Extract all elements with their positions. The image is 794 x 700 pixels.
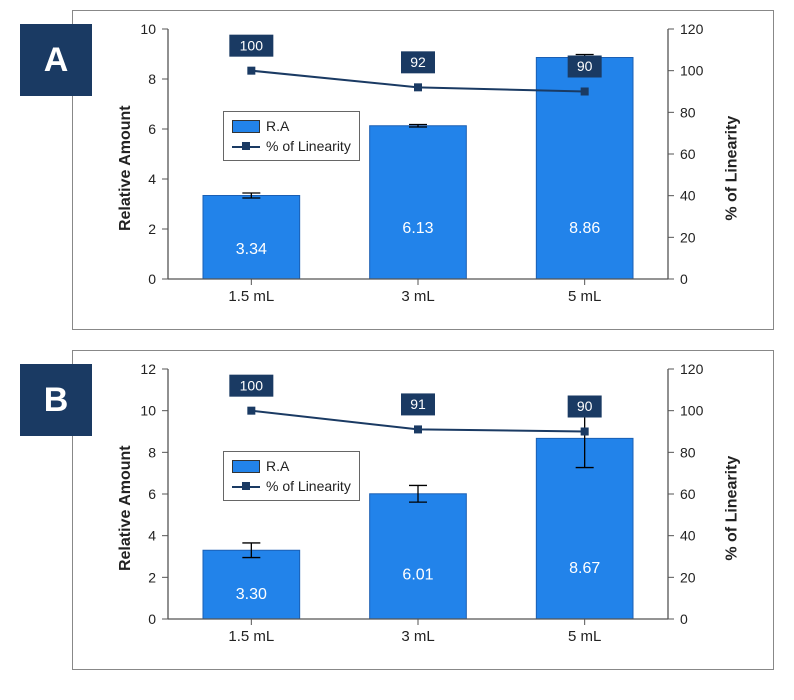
legend-swatch-bar xyxy=(232,120,260,133)
category-label: 5 mL xyxy=(568,628,601,645)
svg-text:92: 92 xyxy=(410,54,426,70)
svg-text:8: 8 xyxy=(148,71,156,87)
svg-text:100: 100 xyxy=(680,63,704,79)
svg-text:90: 90 xyxy=(577,398,593,414)
panel-badge: A xyxy=(20,24,92,96)
bar-value-label: 6.13 xyxy=(402,220,433,237)
svg-text:0: 0 xyxy=(148,611,156,627)
svg-text:91: 91 xyxy=(410,396,426,412)
bar xyxy=(203,196,300,280)
svg-text:120: 120 xyxy=(680,21,704,37)
bar xyxy=(370,126,467,279)
line-marker xyxy=(581,428,589,436)
y-left-label: Relative Amount xyxy=(117,105,135,231)
svg-text:40: 40 xyxy=(680,528,696,544)
bar-value-label: 8.67 xyxy=(569,560,600,577)
category-label: 1.5 mL xyxy=(228,628,274,645)
svg-text:4: 4 xyxy=(148,528,156,544)
legend: R.A% of Linearity xyxy=(223,451,360,501)
svg-text:4: 4 xyxy=(148,171,156,187)
line-marker xyxy=(414,425,422,433)
legend-label: R.A xyxy=(266,116,289,136)
svg-text:20: 20 xyxy=(680,229,696,245)
bar-value-label: 3.30 xyxy=(236,586,267,603)
bar xyxy=(370,494,467,619)
chart-box: 02468100204060801001203.341.5 mL6.133 mL… xyxy=(72,10,774,330)
legend-item: R.A xyxy=(232,116,351,136)
svg-text:10: 10 xyxy=(140,403,156,419)
svg-text:0: 0 xyxy=(148,271,156,287)
svg-text:90: 90 xyxy=(577,58,593,74)
svg-text:80: 80 xyxy=(680,444,696,460)
svg-text:60: 60 xyxy=(680,146,696,162)
category-label: 5 mL xyxy=(568,288,601,305)
svg-text:80: 80 xyxy=(680,104,696,120)
panel-badge: B xyxy=(20,364,92,436)
category-label: 1.5 mL xyxy=(228,288,274,305)
category-label: 3 mL xyxy=(401,628,434,645)
legend-item: % of Linearity xyxy=(232,476,351,496)
legend-swatch-bar xyxy=(232,460,260,473)
line-marker xyxy=(247,67,255,75)
svg-text:2: 2 xyxy=(148,569,156,585)
panel-row: B0246810120204060801001203.301.5 mL6.013… xyxy=(20,350,774,670)
legend-swatch-line xyxy=(232,142,260,150)
bar-value-label: 3.34 xyxy=(236,241,267,258)
svg-text:120: 120 xyxy=(680,361,704,377)
legend-item: R.A xyxy=(232,456,351,476)
legend-label: R.A xyxy=(266,456,289,476)
legend-item: % of Linearity xyxy=(232,136,351,156)
legend: R.A% of Linearity xyxy=(223,111,360,161)
svg-text:100: 100 xyxy=(680,403,704,419)
svg-text:20: 20 xyxy=(680,569,696,585)
line-marker xyxy=(414,83,422,91)
line-marker xyxy=(247,407,255,415)
svg-text:0: 0 xyxy=(680,271,688,287)
y-right-label: % of Linearity xyxy=(724,116,742,221)
panel-row: A02468100204060801001203.341.5 mL6.133 m… xyxy=(20,10,774,330)
line-marker xyxy=(581,88,589,96)
svg-text:100: 100 xyxy=(240,37,264,53)
svg-text:60: 60 xyxy=(680,486,696,502)
y-right-label: % of Linearity xyxy=(724,456,742,561)
svg-text:8: 8 xyxy=(148,444,156,460)
category-label: 3 mL xyxy=(401,288,434,305)
svg-text:6: 6 xyxy=(148,121,156,137)
svg-text:2: 2 xyxy=(148,221,156,237)
svg-text:10: 10 xyxy=(140,21,156,37)
svg-text:6: 6 xyxy=(148,486,156,502)
y-left-label: Relative Amount xyxy=(117,445,135,571)
bar xyxy=(203,550,300,619)
svg-text:40: 40 xyxy=(680,188,696,204)
svg-text:12: 12 xyxy=(140,361,156,377)
legend-swatch-line xyxy=(232,482,260,490)
legend-label: % of Linearity xyxy=(266,136,351,156)
svg-text:0: 0 xyxy=(680,611,688,627)
bar-value-label: 8.86 xyxy=(569,220,600,237)
legend-label: % of Linearity xyxy=(266,476,351,496)
svg-text:100: 100 xyxy=(240,377,264,393)
bar-value-label: 6.01 xyxy=(402,566,433,583)
chart-box: 0246810120204060801001203.301.5 mL6.013 … xyxy=(72,350,774,670)
